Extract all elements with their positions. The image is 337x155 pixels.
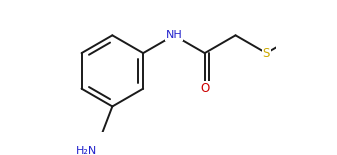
Text: NH: NH (165, 30, 182, 40)
Text: S: S (263, 47, 270, 60)
Text: H₂N: H₂N (76, 146, 97, 155)
Text: O: O (200, 82, 209, 95)
